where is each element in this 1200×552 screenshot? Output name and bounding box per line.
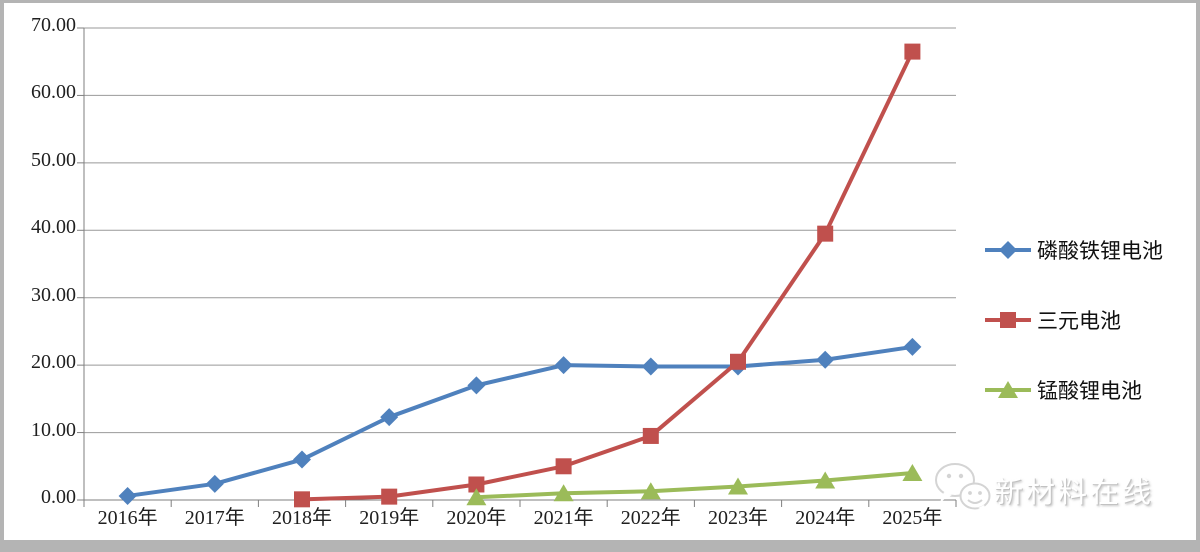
legend-item: 三元电池 (983, 307, 1163, 333)
y-axis-label: 10.00 (31, 418, 76, 441)
x-axis-label: 2022年 (620, 507, 681, 529)
data-point-marker (466, 488, 487, 506)
data-point-marker (817, 225, 834, 242)
legend-label: 磷酸铁锂电池 (1037, 239, 1163, 263)
data-point-marker (730, 353, 746, 370)
data-point-marker (467, 376, 486, 395)
data-point-marker (554, 356, 573, 375)
data-point-marker (903, 337, 922, 356)
watermark-text: 新材料在线 (994, 476, 1155, 509)
y-axis-label: 20.00 (31, 351, 76, 374)
data-point-marker (118, 486, 137, 505)
data-point-marker (815, 471, 836, 489)
legend-item: 锰酸锂电池 (983, 377, 1163, 403)
y-axis-label: 30.00 (31, 283, 76, 306)
data-point-marker (640, 482, 661, 500)
data-point-marker (468, 476, 485, 493)
watermark: 新材料在线 (932, 458, 1154, 521)
data-point-marker (293, 450, 311, 469)
x-axis-label: 2024年 (795, 507, 856, 529)
x-axis-label: 2017年 (184, 507, 245, 529)
data-point-marker (904, 43, 921, 60)
data-point-marker (294, 491, 310, 508)
legend-marker-icon (985, 381, 1031, 398)
x-axis-label: 2023年 (708, 507, 768, 529)
wechat-bubbles-icon (932, 458, 994, 521)
x-axis-label: 2019年 (359, 507, 420, 529)
data-point-marker (555, 458, 572, 475)
legend-label: 锰酸锂电池 (1037, 379, 1142, 403)
y-axis-label: 50.00 (31, 148, 76, 171)
series-line (300, 49, 915, 502)
chart-canvas: 0.00 10.00 20.00 30.00 40.00 50.00 60.00 70.00 … (4, 3, 1196, 540)
y-axis-label: 60.00 (31, 81, 76, 104)
line-chart-svg (77, 27, 957, 508)
data-point-marker (380, 408, 399, 427)
x-axis-label: 2016年 (97, 507, 158, 529)
data-point-marker (902, 464, 923, 482)
data-point-marker (205, 474, 224, 493)
x-axis-label: 2021年 (533, 507, 594, 529)
data-point-marker (381, 488, 398, 505)
series-line (474, 471, 915, 500)
data-point-marker (728, 477, 748, 495)
legend-marker-icon (985, 241, 1031, 259)
y-axis-label: 40.00 (31, 216, 76, 239)
x-axis-label: 2025年 (882, 507, 943, 529)
legend-label: 三元电池 (1037, 309, 1121, 333)
y-axis-label: 70.00 (31, 14, 76, 36)
data-point-marker (553, 484, 574, 502)
data-point-marker (642, 427, 659, 444)
x-axis-label: 2018年 (272, 507, 332, 529)
legend-item: 磷酸铁锂电池 (983, 237, 1163, 263)
data-point-marker (641, 357, 660, 376)
data-point-marker (816, 350, 835, 369)
x-axis-label: 2020年 (446, 507, 507, 529)
y-axis-label: 0.00 (41, 486, 76, 508)
series-line (125, 344, 915, 498)
chart-legend: 磷酸铁锂电池 三元电池锰酸锂电池 (983, 237, 1163, 447)
legend-marker-icon (985, 312, 1031, 328)
